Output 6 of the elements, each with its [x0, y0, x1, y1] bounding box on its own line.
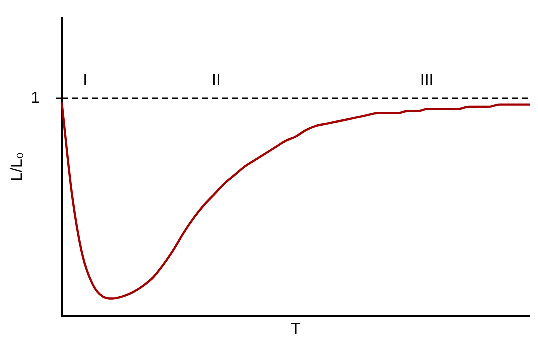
text: I — [83, 72, 88, 89]
ref-line-label: 1 — [31, 90, 40, 107]
text: II — [212, 72, 221, 89]
y-axis-title: L/L₀ — [9, 152, 26, 182]
text: III — [420, 72, 434, 89]
x-axis-title: T — [291, 320, 302, 338]
